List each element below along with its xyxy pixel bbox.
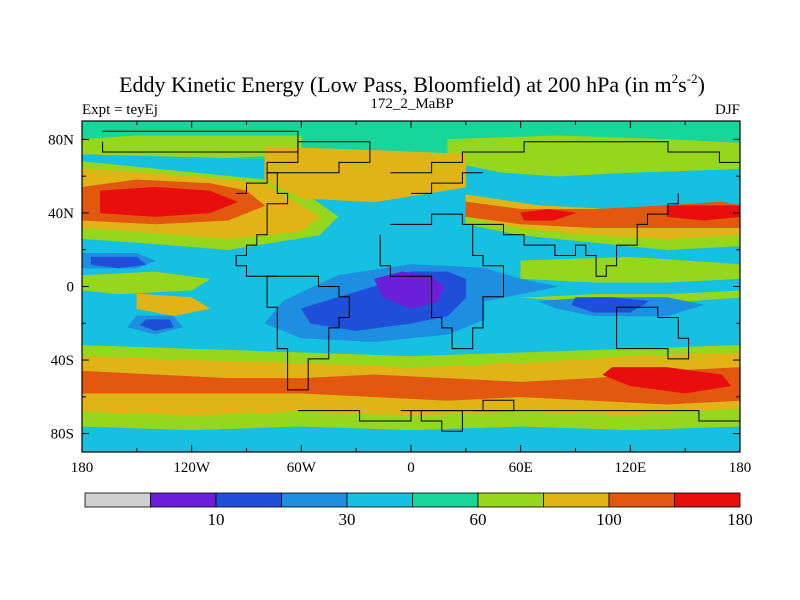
title-s-exponent: -2: [687, 71, 698, 86]
colorbar-box-6: [477, 492, 544, 508]
coastline-9: [297, 410, 740, 432]
chart-title: Eddy Kinetic Energy (Low Pass, Bloomfiel…: [119, 71, 705, 97]
colorbar-box-4: [346, 492, 413, 508]
coastline-10: [400, 410, 463, 432]
y-tick-label: 40N: [48, 206, 74, 222]
contour-region-30: [374, 271, 445, 309]
x-tick-label: 60E: [509, 460, 533, 476]
y-tick-label: 0: [67, 280, 75, 296]
contour-region-20: [602, 367, 732, 394]
colorbar-box-2: [215, 492, 282, 508]
title-m-exponent: 2: [672, 71, 679, 86]
x-tick-label: 60W: [287, 460, 317, 476]
contour-region-7: [82, 271, 211, 295]
colorbar-box-1: [150, 492, 217, 508]
coastline-2: [235, 172, 289, 277]
colorbar-label: 60: [470, 510, 487, 529]
y-tick-label: 40S: [51, 353, 74, 369]
colorbar-label: 10: [208, 510, 225, 529]
map-layer: [82, 121, 740, 452]
x-axis: 180 120W 60W 0 60E 120E 180: [71, 121, 752, 476]
colorbar-box-0: [84, 492, 151, 508]
chart-title-text: Eddy Kinetic Energy (Low Pass, Bloomfiel…: [119, 72, 672, 97]
coastline-11: [472, 399, 515, 412]
coastline-4: [390, 141, 740, 174]
x-tick-label: 180: [729, 460, 752, 476]
colorbar-box-7: [543, 492, 610, 508]
colorbar-box-9: [674, 492, 741, 508]
colorbar-box-5: [412, 492, 479, 508]
contour-region-26: [90, 256, 147, 269]
colorbar-label: 30: [339, 510, 356, 529]
colorbar-label: 100: [596, 510, 622, 529]
y-tick-label: 80N: [48, 132, 74, 148]
coastline-5: [411, 172, 483, 194]
center-label: 172_2_MaBP: [370, 96, 453, 112]
contour-region-29: [140, 319, 174, 331]
right-label: DJF: [715, 102, 740, 118]
contour-region-13: [136, 293, 211, 317]
colorbar-box-3: [281, 492, 348, 508]
colorbar-box-8: [608, 492, 675, 508]
coastline-3: [266, 275, 350, 391]
x-tick-label: 0: [407, 460, 415, 476]
title-close-paren: ): [698, 72, 705, 97]
coastline-1: [266, 141, 371, 174]
contour-region-3: [447, 135, 740, 177]
y-axis: 80N 40N 0 40S 80S: [48, 132, 740, 443]
x-tick-label: 180: [71, 460, 94, 476]
coastline-8: [616, 306, 690, 360]
contour-region-10: [264, 146, 467, 203]
contour-region-16: [82, 367, 740, 405]
contour-region-17: [100, 186, 238, 217]
coastline-7: [379, 224, 504, 350]
title-s-unit: s: [678, 72, 687, 97]
contour-region-28: [571, 297, 649, 313]
x-tick-label: 120W: [173, 460, 211, 476]
contour-region-19: [520, 209, 576, 221]
colorbar-label: 180: [727, 510, 753, 529]
colorbar: 10 30 60 100 180: [84, 492, 753, 529]
contour-fills: [82, 121, 740, 452]
coastline-6: [390, 193, 679, 277]
coastlines: [102, 130, 740, 432]
y-tick-label: 80S: [51, 427, 74, 443]
left-label: Expt = teyEj: [82, 102, 158, 118]
x-tick-label: 120E: [614, 460, 646, 476]
contour-region-18: [666, 205, 740, 221]
